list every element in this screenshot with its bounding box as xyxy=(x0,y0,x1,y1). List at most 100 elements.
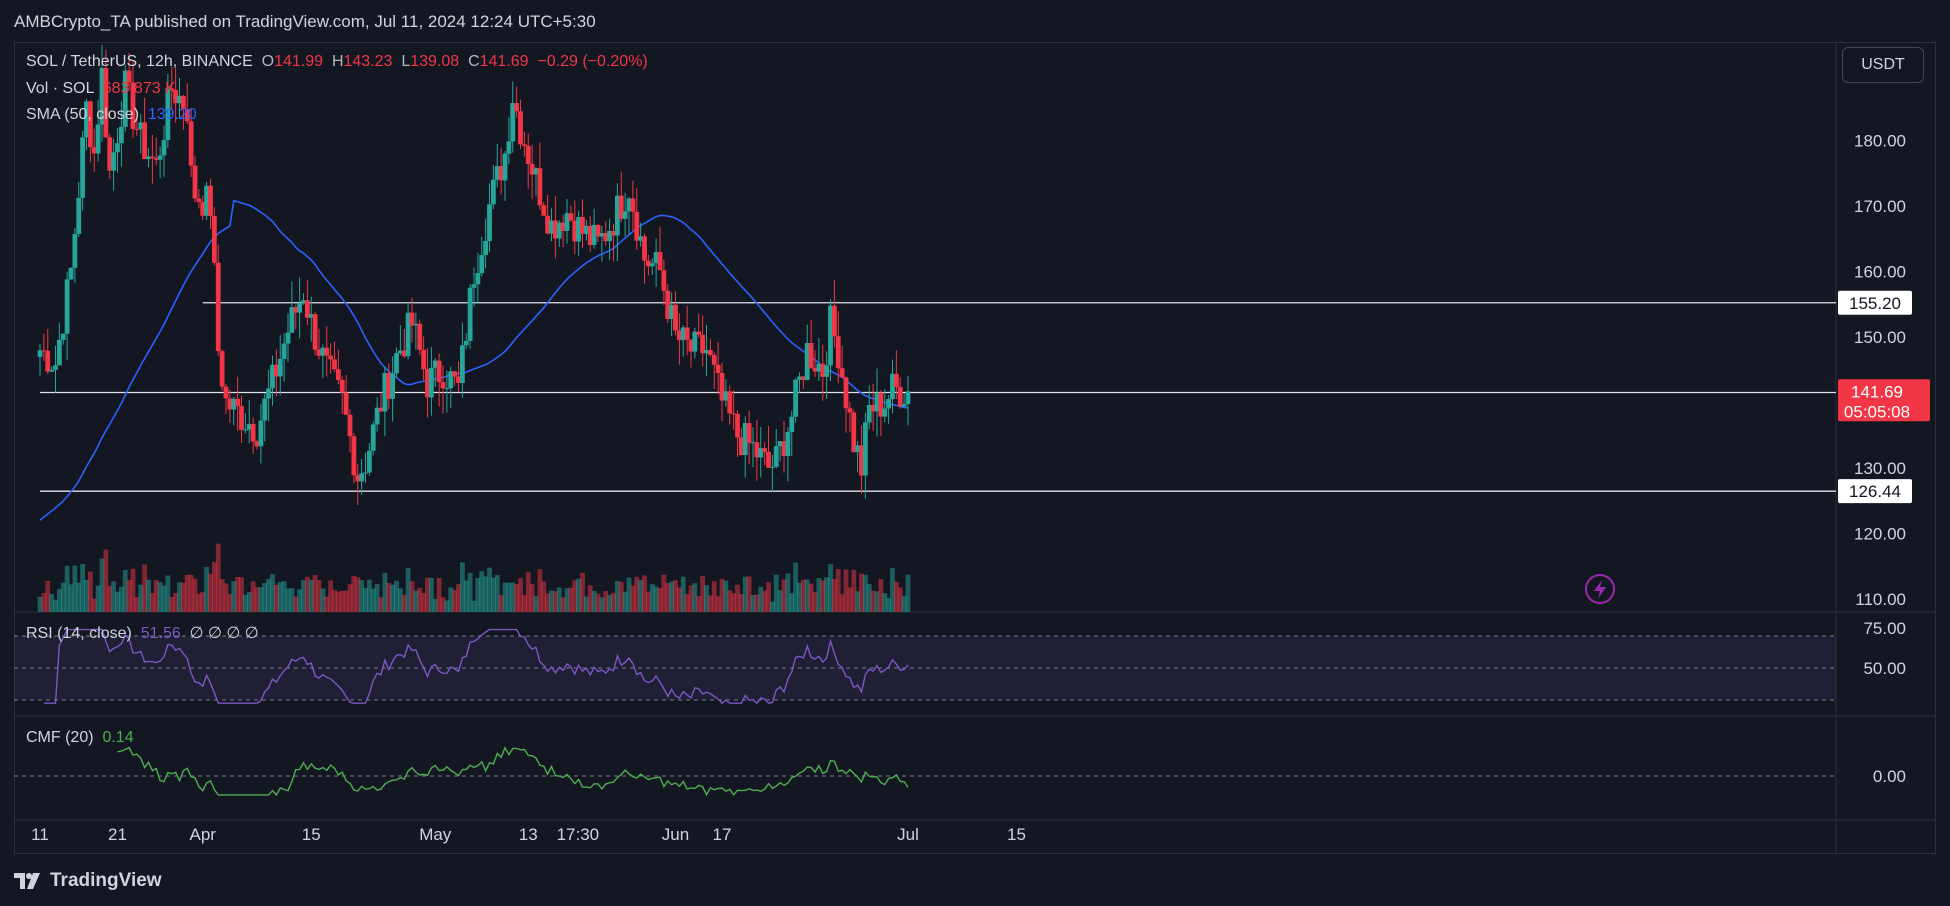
volume-bar xyxy=(700,575,706,612)
volume-bar xyxy=(111,581,117,612)
legend-rsi[interactable]: RSI (14, close) 51.56 ∅ ∅ ∅ ∅ xyxy=(26,623,259,643)
currency-button[interactable]: USDT xyxy=(1842,47,1924,83)
volume-bar xyxy=(115,591,120,612)
candle-body xyxy=(626,198,632,212)
candle-body xyxy=(262,398,268,421)
volume-bar xyxy=(394,580,399,612)
candle-body xyxy=(169,88,175,90)
volume-bar xyxy=(642,575,647,612)
candle-body xyxy=(688,339,694,352)
candle-body xyxy=(696,331,702,335)
candle-body xyxy=(676,330,682,341)
candle-body xyxy=(537,168,543,206)
candle-body xyxy=(281,343,287,359)
volume-bar xyxy=(816,577,822,612)
tradingview-brand[interactable]: TradingView xyxy=(14,868,162,894)
volume-bar xyxy=(409,581,415,612)
volume-bar xyxy=(541,581,547,612)
volume-bar xyxy=(866,583,872,612)
volume-bar xyxy=(64,565,70,612)
legend-symbol[interactable]: SOL / TetherUS, 12h, BINANCE xyxy=(26,53,253,70)
legend-sma-value: 139.20 xyxy=(147,106,197,123)
candle-body xyxy=(893,373,899,388)
volume-bar xyxy=(37,596,43,612)
volume-bar xyxy=(425,577,430,612)
price-tick-label: 180.00 xyxy=(1854,131,1906,150)
candle-body xyxy=(165,88,171,141)
volume-bar xyxy=(281,581,287,612)
candle-body xyxy=(762,448,768,452)
volume-bar xyxy=(893,581,899,612)
volume-bar xyxy=(297,589,303,612)
volume-bar xyxy=(471,600,477,612)
candle-body xyxy=(738,437,744,456)
candle-body xyxy=(84,101,89,138)
legend-vol-value: 683.873 K xyxy=(102,80,176,97)
volume-bar xyxy=(242,594,248,612)
legend-c-value: 141.69 xyxy=(479,53,529,70)
volume-bar xyxy=(661,574,667,612)
candle-body xyxy=(715,364,721,373)
volume-bar xyxy=(428,577,434,612)
volume-bar xyxy=(320,588,326,612)
last-price-tag xyxy=(1838,379,1930,422)
volume-bar xyxy=(250,581,256,612)
volume-bar xyxy=(351,575,357,612)
candle-body xyxy=(471,284,477,288)
candle-body xyxy=(665,290,671,319)
volume-bar xyxy=(785,573,791,612)
candle-body xyxy=(99,67,105,125)
candle-body xyxy=(41,350,47,352)
volume-bar xyxy=(192,578,198,612)
candle-body xyxy=(572,220,578,242)
candle-body xyxy=(208,185,213,217)
candle-body xyxy=(200,201,206,216)
candle-body xyxy=(444,388,450,390)
candle-body xyxy=(754,442,760,458)
candle-body xyxy=(820,363,826,377)
candle-body xyxy=(239,406,244,430)
volume-bar xyxy=(87,571,93,612)
legend-volume[interactable]: Vol · SOL 683.873 K xyxy=(26,80,176,98)
volume-bar xyxy=(363,588,368,612)
legend-cmf[interactable]: CMF (20) 0.14 xyxy=(26,729,134,747)
volume-bar xyxy=(370,588,376,612)
time-tick-label: Jul xyxy=(897,825,919,844)
candle-body xyxy=(130,82,136,129)
legend-vol-label: Vol · SOL xyxy=(26,80,94,97)
volume-bar xyxy=(769,601,775,612)
legend-l-value: 139.08 xyxy=(410,53,460,70)
candle-body xyxy=(397,350,403,354)
volume-bar xyxy=(397,588,403,612)
candle-body xyxy=(374,407,380,425)
candle-body xyxy=(219,351,225,387)
candle-body xyxy=(335,369,341,380)
legend-sma[interactable]: SMA (50, close) 139.20 xyxy=(26,106,197,124)
volume-bar xyxy=(254,587,260,612)
volume-bar xyxy=(529,583,535,612)
candle-body xyxy=(758,448,764,458)
candle-body xyxy=(138,122,144,130)
volume-bar xyxy=(862,574,868,612)
candle-body xyxy=(91,147,97,154)
volume-bar xyxy=(494,575,500,612)
candle-body xyxy=(45,350,51,372)
volume-bar xyxy=(789,593,795,612)
chart-frame xyxy=(14,42,1936,854)
volume-bar xyxy=(440,597,446,612)
rsi-band xyxy=(14,636,1836,700)
legend-rsi-extra: ∅ ∅ ∅ ∅ xyxy=(189,625,259,642)
volume-bar xyxy=(735,584,740,612)
volume-bar xyxy=(603,591,609,612)
volume-bar xyxy=(118,586,124,612)
volume-bar xyxy=(839,594,845,612)
bar-countdown-label: 05:05:08 xyxy=(1844,402,1910,421)
candle-body xyxy=(638,236,644,241)
volume-bar xyxy=(215,543,221,612)
volume-bar xyxy=(235,576,241,612)
candle-body xyxy=(808,342,814,368)
candle-body xyxy=(521,144,527,146)
volume-bar xyxy=(273,584,279,612)
candle-body xyxy=(231,398,237,410)
